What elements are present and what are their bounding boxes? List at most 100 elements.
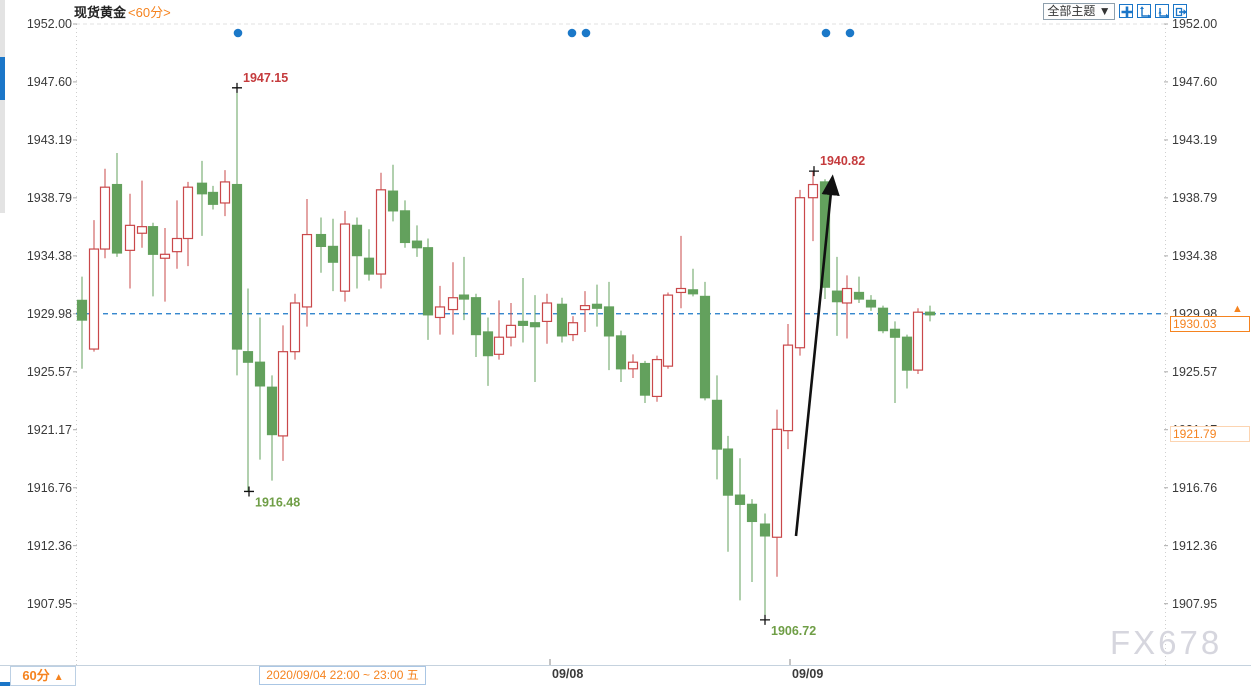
y-axis-label-left: 1916.76	[27, 481, 72, 495]
candle-body	[277, 351, 289, 437]
candle	[242, 288, 254, 492]
candle-body	[794, 197, 806, 349]
candle	[794, 189, 806, 356]
candle-body	[99, 186, 111, 250]
candle-body	[315, 233, 327, 248]
candle	[746, 499, 758, 582]
candle	[207, 185, 219, 210]
candle-body	[603, 306, 615, 337]
chart-title: 现货黄金 <60分>	[74, 2, 171, 21]
candle	[136, 180, 148, 248]
candle	[231, 87, 243, 376]
candle	[615, 330, 627, 382]
candle	[675, 235, 687, 309]
candle	[924, 305, 936, 322]
candle-body	[207, 191, 219, 205]
candle-body	[434, 306, 446, 319]
candle	[327, 218, 339, 292]
candle	[901, 334, 913, 389]
extreme-price-label: 1916.48	[255, 495, 300, 509]
candle	[363, 229, 375, 281]
watermark: FX678	[1110, 624, 1223, 661]
candle-body	[853, 291, 865, 300]
alert-price-badge: 1921.79	[1170, 426, 1250, 442]
candle	[782, 324, 794, 450]
y-axis-label-right: 1907.95	[1172, 597, 1217, 611]
y-axis-label-left: 1921.17	[27, 423, 72, 437]
event-dot[interactable]	[581, 28, 591, 38]
interval-tag: <60分>	[128, 5, 171, 20]
candle-body	[196, 182, 208, 195]
y-axis-label-right: 1934.38	[1172, 249, 1217, 263]
candle	[639, 360, 651, 404]
candle-body	[351, 224, 363, 257]
candle-body	[699, 295, 711, 399]
extreme-cross-marker	[232, 82, 242, 93]
candle-body	[687, 289, 699, 295]
extreme-price-label: 1940.82	[820, 154, 865, 168]
y-axis-label-left: 1907.95	[27, 597, 72, 611]
candle	[458, 256, 470, 321]
candle	[315, 217, 327, 273]
candle-body	[615, 335, 627, 370]
candle-body	[912, 311, 924, 371]
candle-body	[807, 183, 819, 199]
candle	[591, 284, 603, 327]
zoom-horizontal-axis-icon[interactable]	[1155, 4, 1169, 18]
candle	[853, 276, 865, 303]
candle	[351, 217, 363, 289]
x-axis-label: 09/09	[792, 667, 823, 681]
candle	[470, 293, 482, 357]
candle	[699, 281, 711, 401]
event-dot[interactable]	[233, 28, 243, 38]
candle-body	[147, 226, 159, 255]
candle	[771, 409, 783, 577]
candle-body	[734, 494, 746, 505]
y-axis-label-right: 1943.19	[1172, 133, 1217, 147]
y-axis-label-left: 1925.57	[27, 365, 72, 379]
event-dot[interactable]	[567, 28, 577, 38]
candle-body	[111, 183, 123, 254]
zoom-vertical-axis-icon[interactable]	[1137, 4, 1151, 18]
candle-body	[639, 362, 651, 396]
candle	[662, 292, 674, 369]
candle	[411, 225, 423, 257]
candle-body	[399, 210, 411, 244]
left-scroll-thumb[interactable]	[0, 57, 5, 100]
candle	[99, 168, 111, 259]
candle-body	[88, 248, 100, 350]
candle-body	[529, 322, 541, 328]
period-selector[interactable]: 60分 ▲	[10, 666, 76, 686]
candle	[171, 200, 183, 269]
candle-body	[517, 320, 529, 326]
candle-body	[722, 448, 734, 496]
candle-body	[339, 223, 351, 292]
period-label: 60分	[22, 668, 50, 683]
event-dot[interactable]	[845, 28, 855, 38]
candle	[76, 276, 88, 369]
y-axis-label-right: 1938.79	[1172, 191, 1217, 205]
candle-body	[171, 237, 183, 253]
candle	[447, 262, 459, 335]
candle-body	[219, 181, 231, 204]
candle	[711, 375, 723, 480]
candle-body	[159, 253, 171, 259]
candle-body	[711, 399, 723, 450]
candle-body	[924, 311, 936, 316]
extreme-cross-marker	[244, 486, 254, 497]
extreme-price-label: 1947.15	[243, 71, 288, 85]
pan-right-icon[interactable]	[1173, 4, 1187, 18]
theme-dropdown[interactable]: 全部主题 ▼	[1043, 3, 1115, 20]
pan-move-icon[interactable]	[1119, 4, 1133, 18]
trend-arrow	[794, 174, 840, 537]
event-dot[interactable]	[821, 28, 831, 38]
candle-body	[556, 303, 568, 337]
candle	[541, 293, 553, 344]
candle	[482, 317, 494, 386]
candle-body	[458, 294, 470, 300]
candle-body	[182, 186, 194, 240]
y-axis-label-left: 1929.98	[27, 307, 72, 321]
candle-body	[541, 302, 553, 323]
candle-body	[493, 336, 505, 355]
candle	[734, 458, 746, 601]
